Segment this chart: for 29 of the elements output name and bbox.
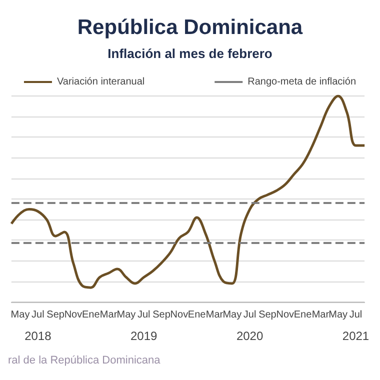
text: 2018 [24, 329, 52, 343]
text: ral de la República Dominicana [8, 354, 162, 366]
x-tick-label: May [10, 310, 30, 320]
legend-label: Variación interanual [56, 76, 145, 88]
x-tick-label: Ene [82, 310, 100, 320]
text: 2021 [342, 329, 370, 343]
x-tick-label: Mar [312, 310, 330, 320]
x-tick-label: Ene [294, 310, 312, 320]
text: 2020 [236, 329, 264, 343]
x-tick-label: Nov [276, 310, 294, 320]
text: 2019 [130, 329, 158, 343]
x-tick-label: Sep [152, 310, 171, 320]
legend-label: Rango-meta de inflación [248, 76, 356, 88]
chart-title: República Dominicana [77, 16, 303, 39]
chart-subtitle: Inflación al mes de febrero [108, 46, 272, 61]
x-tick-label: Jul [243, 310, 256, 320]
x-tick-label: Sep [46, 310, 65, 320]
x-tick-label: May [222, 310, 242, 320]
x-tick-label: Ene [188, 310, 206, 320]
x-tick-label: Mar [100, 310, 118, 320]
x-tick-label: Jul [32, 310, 44, 320]
x-tick-label: Sep [258, 310, 277, 320]
x-tick-label: May [116, 310, 136, 320]
x-tick-label: Jul [137, 310, 150, 320]
x-tick-label: Nov [170, 310, 188, 320]
x-tick-label: May [328, 310, 348, 320]
x-tick-label: Nov [64, 310, 82, 320]
x-tick-label: Mar [206, 310, 224, 320]
x-tick-label: Jul [349, 310, 362, 320]
